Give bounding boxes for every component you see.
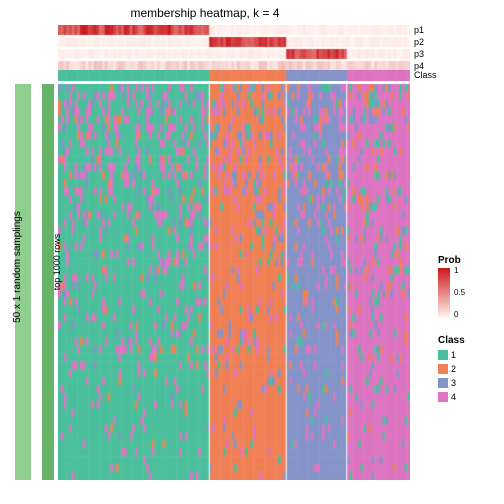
legend-class-item-2: 2 [438, 364, 456, 374]
swatch-icon [438, 392, 448, 402]
class-row [58, 70, 410, 81]
row-label-p1: p1 [414, 25, 424, 35]
legend-class-title: Class [438, 335, 465, 346]
chart-title: membership heatmap, k = 4 [90, 6, 320, 20]
row-label-p2: p2 [414, 37, 424, 47]
inner-vertical-label: top 1000 rows [52, 202, 62, 322]
swatch-icon [438, 364, 448, 374]
row-label-p3: p3 [414, 49, 424, 59]
legend-class-item-4: 4 [438, 392, 456, 402]
main-heatmap [58, 84, 410, 480]
probability-rows [58, 25, 410, 72]
legend-prob-tick-05: 0.5 [454, 288, 465, 297]
legend-prob-tick-1: 1 [454, 266, 458, 275]
outer-vertical-label: 50 x 1 random samplings [12, 187, 23, 347]
legend-class-item-1: 1 [438, 350, 456, 360]
row-label-class: Class [414, 70, 437, 80]
legend-class-item-3: 3 [438, 378, 456, 388]
legend-prob-title: Prob [438, 255, 461, 266]
legend-prob-gradient [438, 268, 450, 318]
legend-prob-tick-0: 0 [454, 310, 458, 319]
swatch-icon [438, 350, 448, 360]
swatch-icon [438, 378, 448, 388]
